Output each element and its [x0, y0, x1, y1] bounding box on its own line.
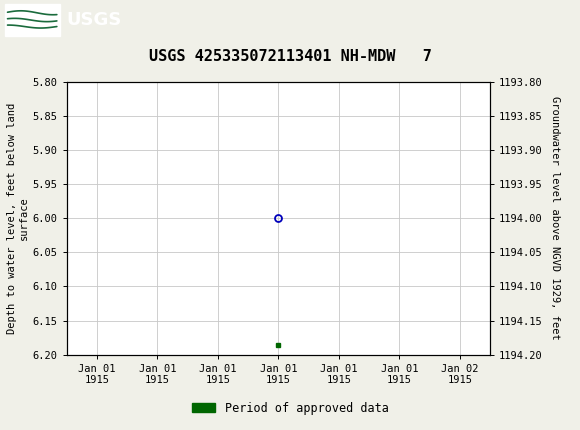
- Legend: Period of approved data: Period of approved data: [187, 397, 393, 420]
- Text: USGS 425335072113401 NH-MDW   7: USGS 425335072113401 NH-MDW 7: [148, 49, 432, 64]
- Y-axis label: Groundwater level above NGVD 1929, feet: Groundwater level above NGVD 1929, feet: [549, 96, 560, 340]
- Bar: [5, 3, 60, 37]
- Y-axis label: Depth to water level, feet below land
surface: Depth to water level, feet below land su…: [7, 103, 28, 334]
- Text: USGS: USGS: [67, 11, 122, 29]
